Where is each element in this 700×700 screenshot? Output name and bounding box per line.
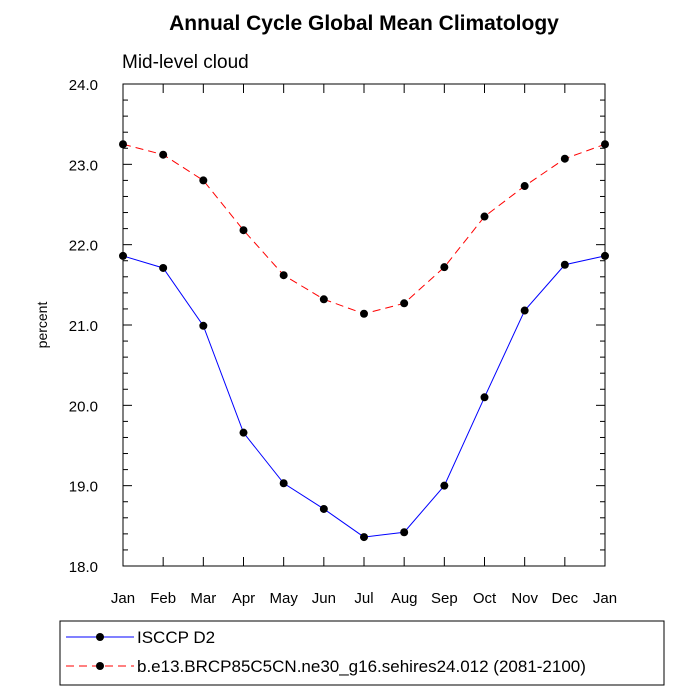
x-tick-label: Apr [232, 590, 255, 607]
data-point-0 [360, 533, 368, 542]
data-point-1 [360, 309, 368, 318]
chart-subtitle: Mid-level cloud [122, 52, 249, 73]
data-point-0 [279, 479, 288, 488]
data-point-1 [279, 271, 288, 280]
legend-marker-model [96, 662, 104, 670]
plot-lines [122, 143, 606, 538]
series-line-0 [122, 255, 606, 538]
x-tick-label: Jan [111, 590, 135, 607]
data-point-0 [480, 393, 489, 402]
y-tick-label: 18.0 [69, 559, 98, 576]
x-tick-label: Feb [150, 590, 176, 607]
data-point-1 [440, 263, 449, 272]
data-point-0 [520, 306, 529, 315]
y-tick-label: 21.0 [69, 318, 98, 335]
x-tick-label: Dec [551, 590, 578, 607]
legend: ISCCP D2 b.e13.BRCP85C5CN.ne30_g16.sehir… [59, 620, 665, 686]
y-axis-label: percent [34, 302, 50, 349]
data-point-1 [560, 154, 569, 163]
x-tick-label: Jul [354, 590, 373, 607]
data-point-1 [159, 150, 168, 159]
y-tick-label: 23.0 [69, 157, 98, 174]
y-tick-label: 19.0 [69, 479, 98, 496]
data-point-0 [239, 428, 248, 437]
plot-ticks [122, 83, 606, 567]
data-point-1 [520, 182, 529, 191]
plot-frame [122, 83, 606, 567]
series-line-1 [122, 143, 606, 315]
x-tick-label: May [269, 590, 298, 607]
data-point-0 [560, 260, 569, 269]
y-tick-label: 22.0 [69, 238, 98, 255]
x-tick-label: Nov [511, 590, 538, 607]
data-point-0 [159, 263, 168, 272]
data-point-1 [319, 295, 328, 304]
legend-label-model: b.e13.BRCP85C5CN.ne30_g16.sehires24.012 … [137, 657, 586, 676]
data-point-1 [199, 176, 208, 185]
legend-marker-isccp [96, 633, 104, 641]
plot-markers [119, 140, 609, 542]
y-tick-label: 24.0 [69, 77, 98, 94]
data-point-0 [319, 504, 328, 513]
x-tick-label: Oct [473, 590, 497, 607]
y-tick-label: 20.0 [69, 398, 98, 415]
y-tick-labels: 18.0 19.0 20.0 21.0 22.0 23.0 24.0 [69, 77, 98, 576]
x-tick-labels: Jan Feb Mar Apr May Jun Jul Aug Sep Oct Nov Dec Jan [111, 590, 617, 607]
data-point-1 [480, 212, 489, 221]
legend-box [59, 620, 665, 686]
data-point-0 [199, 321, 208, 330]
x-tick-label: Sep [431, 590, 458, 607]
data-point-0 [440, 481, 449, 490]
data-point-1 [239, 226, 248, 235]
legend-label-isccp: ISCCP D2 [137, 628, 215, 647]
data-point-0 [400, 528, 409, 537]
chart-title: Annual Cycle Global Mean Climatology [169, 12, 559, 35]
data-point-1 [400, 299, 409, 308]
x-tick-label: Jun [312, 590, 336, 607]
x-tick-label: Mar [190, 590, 216, 607]
x-tick-label: Jan [593, 590, 617, 607]
x-tick-label: Aug [391, 590, 418, 607]
